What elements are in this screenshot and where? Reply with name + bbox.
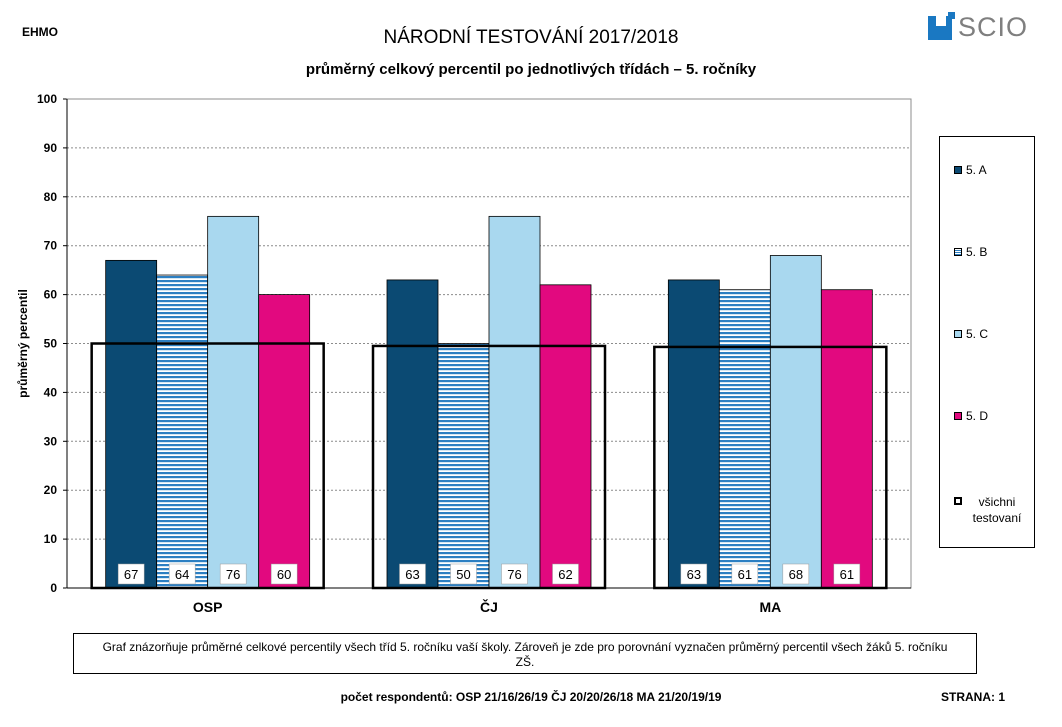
legend-swatch [954,248,962,256]
legend-item: všichni testovaní [954,494,1028,526]
bar-čj-5c [488,215,541,589]
y-axis-label: průměrný percentil [16,289,30,398]
data-label-box [680,563,708,585]
scio-logo: SCIO [928,12,1038,42]
data-label-box [731,563,759,585]
chart-title: NÁRODNÍ TESTOVÁNÍ 2017/2018 [383,27,679,48]
y-tick-label: 40 [44,385,58,399]
data-label-box [399,563,426,585]
data-label-box [117,563,145,585]
legend-swatch [954,497,962,505]
chart-legend: 5. A 5. B 5. C 5. D všichni testovaní [939,136,1035,548]
data-label-box [219,563,247,585]
respondent-counts: počet respondentů: OSP 21/16/26/19 ČJ 20… [340,690,722,704]
x-category-label: MA [759,599,781,615]
legend-item: 5. D [954,409,988,423]
chart-subtitle: průměrný celkový percentil po jednotlivý… [305,61,757,78]
legend-swatch [954,330,962,338]
bar-ma-5c [769,255,822,589]
data-label-box [833,563,861,585]
data-label-box [270,563,298,585]
legend-item: 5. C [954,327,988,341]
legend-swatch [954,412,962,420]
page-number: STRANA: 1 [941,690,1006,704]
y-tick-label: 100 [37,92,57,106]
legend-swatch [954,166,962,174]
data-label-box [450,563,477,585]
data-label: 67 [124,567,138,582]
data-label: 76 [226,567,240,582]
data-label: 60 [277,567,291,582]
data-label-box [552,563,579,585]
logo-text: SCIO [958,12,1029,42]
bar-čj-5a [386,279,439,589]
data-label: 63 [687,567,701,582]
y-tick-label: 30 [44,434,58,448]
data-label: 76 [507,567,521,582]
data-label: 50 [456,567,470,582]
data-label: 68 [789,567,803,582]
x-category-label: ČJ [480,598,498,615]
chart-note: Graf znázorňuje průměrné celkové percent… [73,633,977,674]
data-label: 62 [558,567,572,582]
bar-osp-5b [156,274,209,589]
x-category-label: OSP [193,599,223,615]
y-tick-label: 50 [44,337,58,351]
bar-chart: 67 64 76 60 63 50 76 62 63 61 68 61 0 10 20 30 40 50 60 70… [16,92,912,615]
bar-ma-5a [667,279,720,589]
legend-label: všichni testovaní [972,495,1022,525]
bar-osp-5c [207,215,260,589]
chart-note-text: Graf znázorňuje průměrné celkové percent… [102,640,948,669]
y-tick-label: 70 [44,239,58,253]
data-label-box [501,563,528,585]
bar-ma-5b [718,289,771,589]
bar-čj-5d [539,284,592,589]
y-tick-label: 80 [44,190,58,204]
y-tick-label: 90 [44,141,58,155]
legend-label: 5. B [966,245,988,259]
y-tick-label: 10 [44,532,58,546]
y-tick-label: 60 [44,288,58,302]
data-label: 63 [405,567,419,582]
bar-čj-5b [437,343,490,589]
legend-item: 5. A [954,163,987,177]
school-code: EHMO [22,25,58,39]
bar-osp-5a [105,259,158,589]
legend-label: 5. D [966,409,989,423]
data-label: 61 [840,567,854,582]
legend-item: 5. B [954,245,987,259]
data-label: 61 [738,567,752,582]
y-tick-label: 0 [50,581,57,595]
data-label: 64 [175,567,189,582]
data-label-box [782,563,810,585]
bar-osp-5d [258,294,311,589]
bar-ma-5d [820,289,873,589]
logo-mark-icon [928,16,952,40]
legend-label: 5. A [966,163,987,177]
legend-label: 5. C [966,327,989,341]
data-label-box [168,563,196,585]
y-tick-label: 20 [44,483,58,497]
